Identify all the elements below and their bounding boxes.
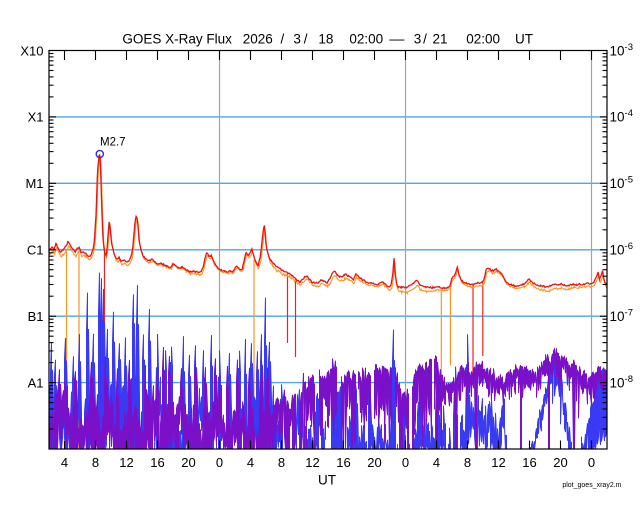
svg-text:02:00: 02:00 xyxy=(349,32,383,47)
svg-text:12: 12 xyxy=(491,455,505,470)
svg-text:X10: X10 xyxy=(20,43,43,58)
svg-text:4: 4 xyxy=(61,455,68,470)
svg-text:3: 3 xyxy=(293,32,301,47)
svg-text:0: 0 xyxy=(216,455,223,470)
svg-text:UT: UT xyxy=(318,473,336,488)
svg-text:12: 12 xyxy=(119,455,133,470)
svg-text:GOES X-Ray Flux: GOES X-Ray Flux xyxy=(122,32,232,47)
svg-text:plot_goes_xray2.m: plot_goes_xray2.m xyxy=(562,482,621,489)
svg-text:20: 20 xyxy=(367,455,381,470)
svg-text:02:00: 02:00 xyxy=(466,32,500,47)
svg-text:C1: C1 xyxy=(27,243,44,258)
svg-text:/: / xyxy=(281,32,285,47)
svg-text:/: / xyxy=(423,32,427,47)
svg-text:M1: M1 xyxy=(25,176,43,191)
svg-text:––: –– xyxy=(389,32,405,47)
svg-text:0: 0 xyxy=(402,455,409,470)
svg-text:3: 3 xyxy=(414,32,422,47)
svg-text:0: 0 xyxy=(588,455,595,470)
svg-text:8: 8 xyxy=(278,455,285,470)
svg-text:M2.7: M2.7 xyxy=(100,137,126,149)
svg-text:B1: B1 xyxy=(28,309,44,324)
svg-text:18: 18 xyxy=(318,32,333,47)
svg-text:16: 16 xyxy=(150,455,164,470)
svg-text:8: 8 xyxy=(464,455,471,470)
svg-text:21: 21 xyxy=(433,32,448,47)
svg-text:16: 16 xyxy=(336,455,350,470)
svg-text:16: 16 xyxy=(522,455,536,470)
svg-text:4: 4 xyxy=(247,455,254,470)
svg-text:4: 4 xyxy=(433,455,440,470)
svg-text:/: / xyxy=(304,32,308,47)
svg-text:A1: A1 xyxy=(28,375,44,390)
svg-text:UT: UT xyxy=(515,32,533,47)
svg-text:X1: X1 xyxy=(28,110,44,125)
svg-text:20: 20 xyxy=(181,455,195,470)
svg-text:12: 12 xyxy=(305,455,319,470)
svg-text:8: 8 xyxy=(92,455,99,470)
svg-text:2026: 2026 xyxy=(243,32,273,47)
svg-text:20: 20 xyxy=(553,455,567,470)
